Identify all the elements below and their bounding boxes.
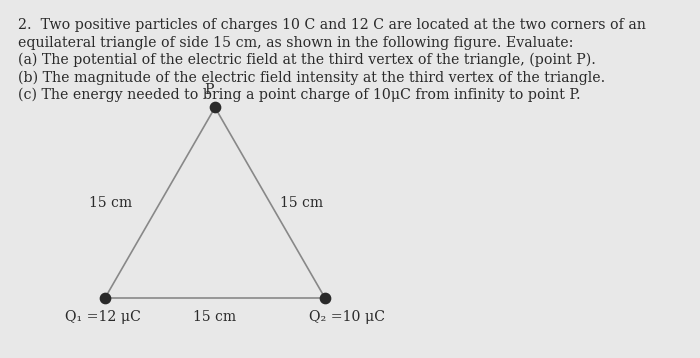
Text: Q₂ =10 μC: Q₂ =10 μC: [309, 310, 385, 324]
Text: P: P: [204, 83, 214, 97]
Text: 15 cm: 15 cm: [89, 196, 132, 210]
Text: (c) The energy needed to bring a point charge of 10μC from infinity to point P.: (c) The energy needed to bring a point c…: [18, 88, 580, 102]
Text: 15 cm: 15 cm: [193, 310, 237, 324]
Text: 2.  Two positive particles of charges 10 C and 12 C are located at the two corne: 2. Two positive particles of charges 10 …: [18, 18, 646, 32]
Point: [319, 295, 330, 301]
Text: Q₁ =12 μC: Q₁ =12 μC: [65, 310, 141, 324]
Text: (a) The potential of the electric field at the third vertex of the triangle, (po: (a) The potential of the electric field …: [18, 53, 596, 67]
Text: 15 cm: 15 cm: [280, 196, 323, 210]
Text: (b) The magnitude of the electric field intensity at the third vertex of the tri: (b) The magnitude of the electric field …: [18, 71, 606, 85]
Text: equilateral triangle of side 15 cm, as shown in the following figure. Evaluate:: equilateral triangle of side 15 cm, as s…: [18, 35, 573, 49]
Point: [209, 105, 220, 110]
Point: [99, 295, 111, 301]
